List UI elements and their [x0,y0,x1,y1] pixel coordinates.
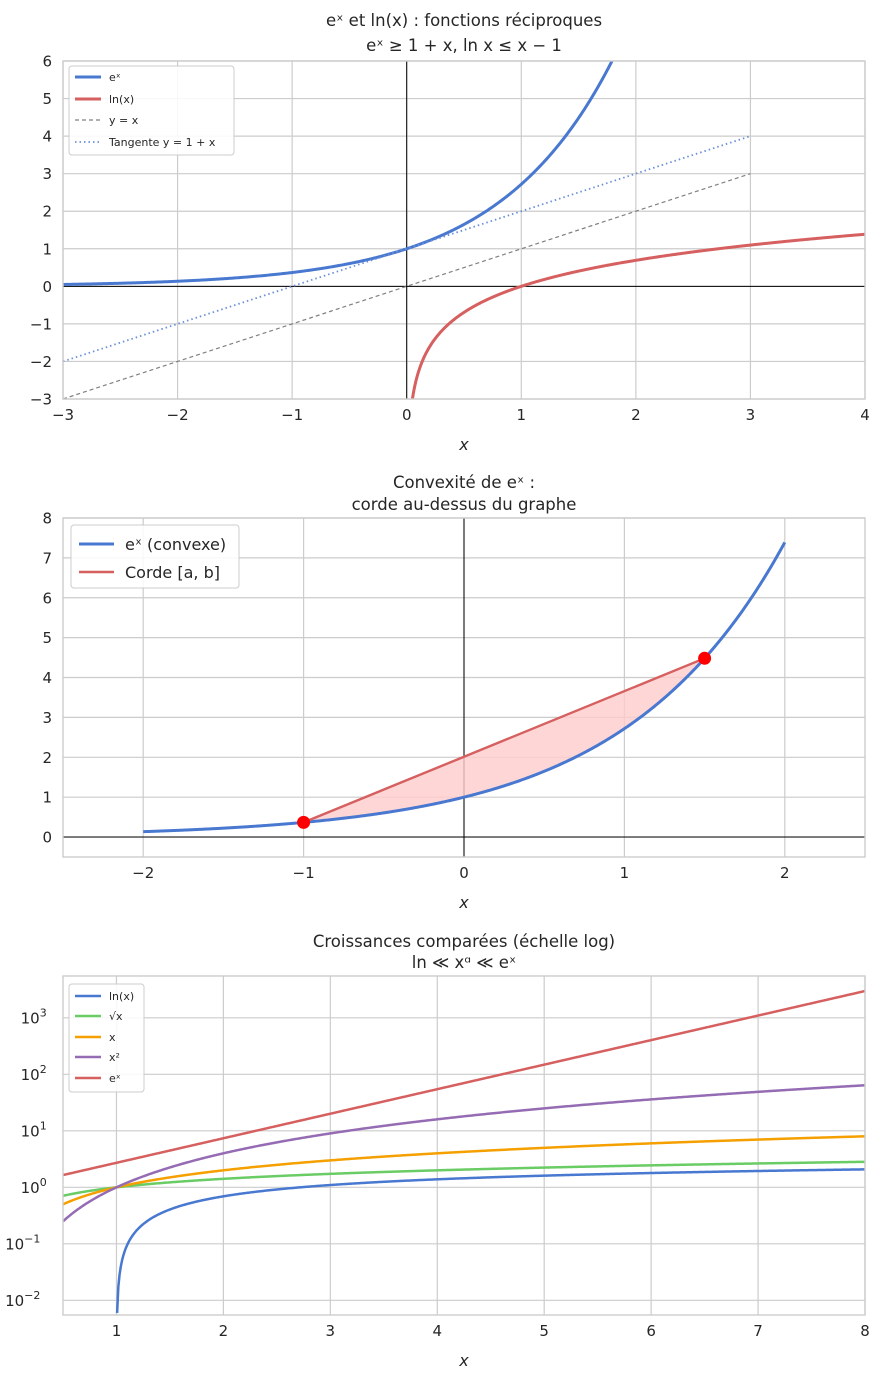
chart3-legend: ln(x) √x x x² eˣ [68,983,145,1093]
y-tick-label: 4 [42,128,52,146]
chart3-subtitle: ln ≪ xᵅ ≪ eˣ [412,953,517,972]
y-tick-label: 4 [42,669,52,687]
x-tick-label: −2 [167,406,189,424]
x-tick-label: 2 [780,864,790,882]
x-tick-label: 1 [517,406,527,424]
chart-growth-comparison: Croissances comparées (échelle log) ln ≪… [5,932,870,1370]
y-tick-label: 2 [42,749,52,767]
x-tick-label: 3 [746,406,756,424]
chart2-title: Convexité de eˣ : [393,473,535,492]
x-tick-label: 2 [631,406,641,424]
chart3-title: Croissances comparées (échelle log) [313,932,615,951]
chart2-x-axis-label: x [458,893,469,912]
y-tick-label: 1 [42,240,52,258]
legend-label-ln: ln(x) [109,93,134,106]
legend-label-square: x² [109,1051,120,1064]
y-tick-label: 8 [42,510,52,528]
y-tick-label: −2 [30,353,52,371]
y-tick-label: −1 [30,315,52,333]
y-tick-label: 6 [42,589,52,607]
chart2-plot-frame [62,517,866,858]
x-tick-label: −2 [132,864,154,882]
y-tick-label: 6 [42,53,52,71]
legend-label-exp-growth: eˣ [109,1072,121,1085]
chart1-title: eˣ et ln(x) : fonctions réciproques [326,11,602,30]
legend-label-exp-convex: eˣ (convexe) [125,535,226,554]
legend-label-chord: Corde [a, b] [125,563,220,582]
y-tick-label: 103 [21,1006,47,1027]
y-tick-label: 5 [42,629,52,647]
chart3-x-axis-label: x [458,1351,469,1370]
legend-label-identity: y = x [109,114,139,127]
series-line-identity [63,1135,865,1206]
y-tick-label: 102 [21,1063,47,1084]
chord-endpoint [297,815,311,829]
series-line-chord [303,657,706,824]
y-tick-label: 0 [42,278,52,296]
series-line-exp [142,541,787,834]
chart-reciprocal-functions: eˣ et ln(x) : fonctions réciproques eˣ ≥… [30,11,870,454]
series-line-exp [63,61,614,286]
legend-label-ln-growth: ln(x) [109,990,134,1003]
x-tick-label: 8 [860,1322,870,1340]
series-line-exp [63,989,865,1177]
y-tick-label: −3 [30,391,52,409]
legend-label-x: x [109,1031,116,1044]
y-tick-label: 0 [42,829,52,847]
chart1-x-axis-label: x [458,435,469,454]
x-tick-label: 1 [112,1322,122,1340]
x-tick-label: 7 [753,1322,763,1340]
x-tick-label: 1 [620,864,630,882]
x-tick-label: −1 [293,864,315,882]
y-tick-label: 3 [42,709,52,727]
x-tick-label: −1 [281,406,303,424]
series-line-ln [115,1168,865,1313]
y-tick-label: 101 [21,1119,47,1140]
legend-label-tangent: Tangente y = 1 + x [108,136,216,149]
y-tick-label: 7 [42,549,52,567]
x-tick-label: 2 [219,1322,229,1340]
series-line-square [63,1084,865,1223]
y-tick-label: 1 [42,789,52,807]
x-tick-label: 0 [459,864,469,882]
x-tick-label: 4 [860,406,870,424]
chart2-subtitle: corde au-dessus du graphe [352,495,577,514]
x-tick-label: −3 [52,406,74,424]
legend-label-exp: eˣ [109,71,121,84]
chart3-plot-frame [62,975,866,1316]
chart2-legend: eˣ (convexe) Corde [a, b] [70,524,240,589]
chart-convexity: Convexité de eˣ : corde au-dessus du gra… [42,473,866,912]
x-tick-label: 6 [646,1322,656,1340]
chord-endpoint [698,651,712,665]
y-tick-label: 100 [21,1176,47,1197]
series-line-sqrt [63,1160,865,1198]
series-line-identity [63,173,751,399]
series-line-ln [410,232,865,399]
x-tick-label: 5 [539,1322,549,1340]
y-tick-label: 10−1 [5,1232,40,1253]
y-tick-label: 5 [42,90,52,108]
legend-label-sqrt: √x [109,1010,123,1023]
chart1-plot-frame [62,60,866,400]
x-tick-label: 0 [402,406,412,424]
x-tick-label: 3 [326,1322,336,1340]
chart1-subtitle: eˣ ≥ 1 + x, ln x ≤ x − 1 [366,36,562,55]
y-tick-label: 3 [42,165,52,183]
chart1-legend: eˣ ln(x) y = x Tangente y = 1 + x [68,65,235,156]
y-tick-label: 10−2 [5,1289,40,1310]
x-tick-label: 4 [432,1322,442,1340]
y-tick-label: 2 [42,203,52,221]
